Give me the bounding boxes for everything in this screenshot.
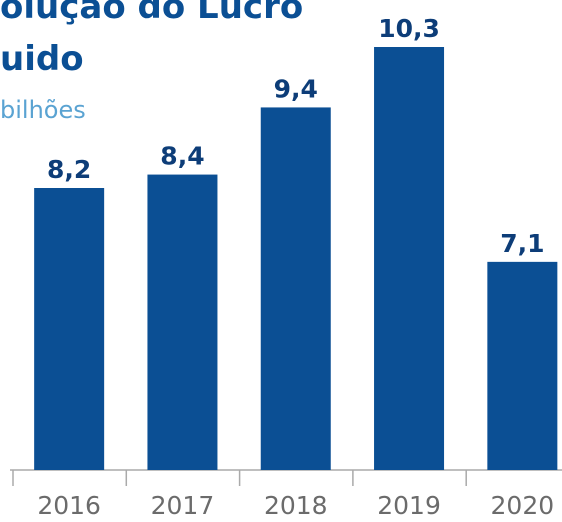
value-label: 8,4	[160, 142, 204, 171]
x-tick-label: 2016	[37, 491, 101, 520]
x-tick-label: 2017	[151, 491, 215, 520]
bar	[374, 47, 445, 470]
value-label: 9,4	[274, 74, 318, 103]
bar	[147, 174, 218, 471]
value-label: 8,2	[47, 155, 91, 184]
chart-subtitle: bilhões	[0, 96, 86, 124]
chart-title: olução do Lucro	[0, 0, 303, 27]
bar	[487, 261, 558, 470]
value-label: 10,3	[378, 14, 440, 43]
bar	[260, 107, 331, 470]
x-tick-label: 2020	[491, 491, 555, 520]
x-tick-label: 2018	[264, 491, 328, 520]
bar	[34, 188, 105, 470]
value-label: 7,1	[500, 229, 544, 258]
x-tick-label: 2019	[377, 491, 441, 520]
chart-title: uido	[0, 39, 84, 79]
